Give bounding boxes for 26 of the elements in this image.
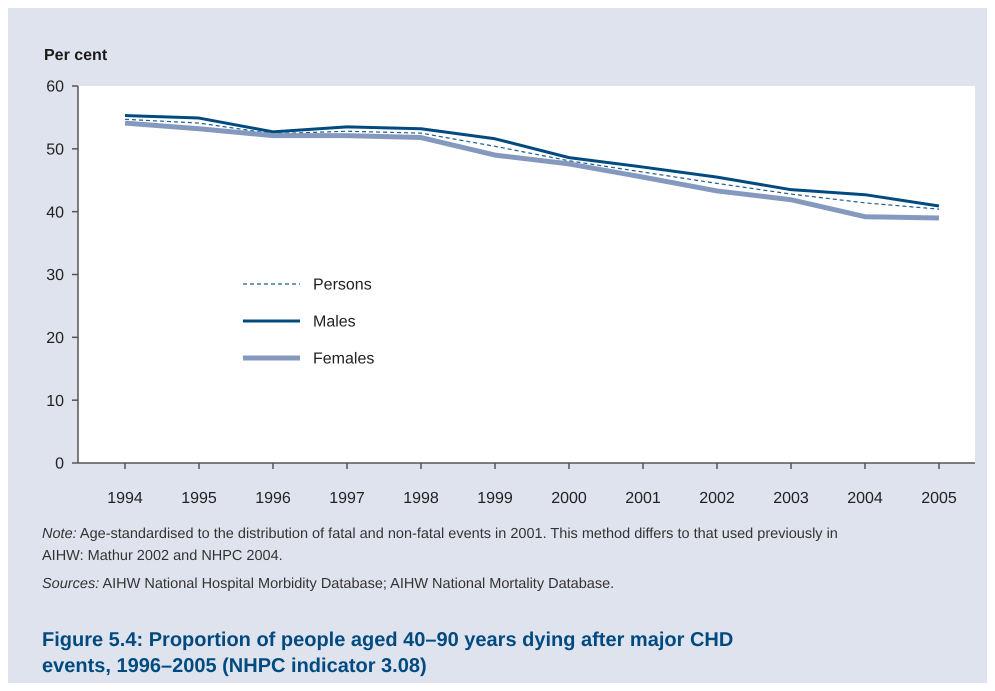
x-tick-label: 2004 bbox=[847, 490, 883, 507]
x-tick-label: 1994 bbox=[107, 490, 143, 507]
y-tick-label: 10 bbox=[46, 392, 64, 410]
x-tick-label: 2003 bbox=[773, 490, 809, 507]
x-tick-label: 2005 bbox=[921, 490, 957, 507]
y-tick-label: 50 bbox=[46, 141, 64, 158]
y-tick-label: 60 bbox=[46, 78, 64, 96]
text: Note: Age-standardised to the distribution of fatal and non-fatal events in 2001. This method differs to that used previously in AIHW: Mathur 2002 and NHPC 2004. bbox=[42, 526, 838, 564]
x-tick-label: 1996 bbox=[255, 490, 291, 507]
x-tick-label: 2000 bbox=[551, 490, 587, 507]
y-axis-title: Per cent bbox=[44, 47, 108, 64]
y-tick-label: 30 bbox=[46, 267, 64, 284]
source-note: Sources: AIHW National Hospital Morbidity Database; AIHW National Mortality Database. bbox=[42, 576, 614, 592]
x-tick-label: 1997 bbox=[329, 490, 365, 507]
y-tick-label: 0 bbox=[55, 456, 64, 473]
x-tick-label: 2001 bbox=[625, 490, 661, 507]
x-tick-label: 1995 bbox=[181, 490, 217, 507]
text: Figure 5.4: Proportion of people aged 40–90 years dying after major CHD events, 1996–2005 (NHPC indicator 3.08) bbox=[42, 629, 734, 677]
y-tick-label: 20 bbox=[46, 330, 64, 347]
x-tick-label: 2002 bbox=[699, 490, 735, 507]
x-tick-label: 1999 bbox=[477, 490, 513, 507]
legend-label: Persons bbox=[313, 276, 372, 294]
y-tick-label: 40 bbox=[46, 204, 64, 222]
legend-label: Males bbox=[313, 314, 356, 331]
x-tick-label: 1998 bbox=[403, 490, 439, 507]
legend-label: Females bbox=[313, 350, 374, 368]
